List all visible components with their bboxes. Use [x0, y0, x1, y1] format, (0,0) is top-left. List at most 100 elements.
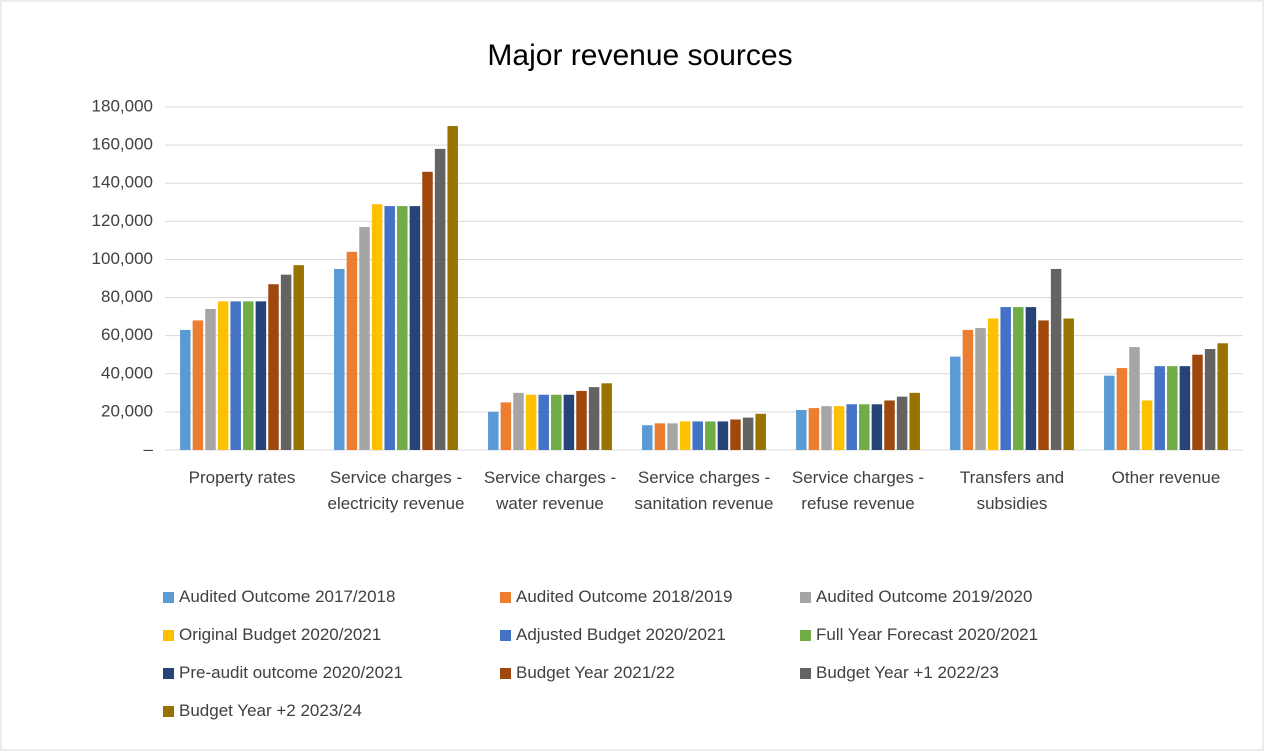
legend-item: Adjusted Budget 2020/2021 — [500, 622, 800, 648]
bar — [397, 206, 408, 450]
y-tick-label: 180,000 — [92, 96, 153, 115]
bar — [654, 423, 666, 450]
legend-swatch — [500, 667, 511, 679]
bar — [1141, 400, 1153, 450]
y-tick-label: – — [144, 439, 154, 458]
legend: Audited Outcome 2017/2018 Audited Outcome… — [163, 584, 1130, 724]
bar — [755, 413, 766, 450]
legend-swatch — [163, 667, 174, 679]
bar — [513, 392, 524, 450]
bar — [538, 394, 549, 450]
bar — [717, 421, 729, 450]
bar — [1063, 318, 1074, 450]
legend-swatch — [500, 629, 511, 641]
legend-label: Audited Outcome 2019/2020 — [816, 587, 1033, 606]
bar — [859, 404, 870, 450]
legend-label: Budget Year +2 2023/24 — [179, 701, 362, 720]
y-tick-label: 60,000 — [101, 325, 153, 344]
bar — [334, 268, 345, 450]
legend-swatch — [800, 591, 811, 603]
bar — [192, 320, 204, 450]
bar — [1154, 366, 1165, 450]
x-tick-label: Transfers and subsidies — [959, 468, 1065, 513]
legend-item: Audited Outcome 2017/2018 — [163, 584, 500, 610]
legend-label: Audited Outcome 2018/2019 — [516, 587, 733, 606]
bar — [588, 387, 600, 450]
legend-item: Budget Year +1 2022/23 — [800, 660, 1130, 686]
bar — [180, 329, 191, 450]
x-tick-label: Service charges - electricity revenue — [327, 468, 465, 513]
legend-item: Budget Year +2 2023/24 — [163, 698, 500, 724]
y-tick-label: 100,000 — [92, 249, 153, 268]
bar — [447, 126, 458, 451]
bar — [230, 301, 241, 450]
bar — [896, 396, 908, 450]
legend-swatch — [163, 591, 174, 603]
bar — [871, 404, 883, 450]
x-tick-label: Other revenue — [1111, 468, 1221, 487]
bar — [601, 383, 612, 450]
bar — [434, 148, 446, 450]
x-tick-label: Service charges - refuse revenue — [791, 468, 925, 513]
bar — [384, 206, 395, 450]
bar — [987, 318, 999, 450]
bar — [884, 400, 895, 450]
bar — [1116, 368, 1128, 450]
bar — [846, 404, 857, 450]
bar — [1167, 366, 1178, 450]
y-tick-label: 160,000 — [92, 135, 153, 154]
bar — [821, 406, 832, 450]
legend-item: Pre-audit outcome 2020/2021 — [163, 660, 500, 686]
bar — [642, 425, 653, 450]
legend-label: Audited Outcome 2017/2018 — [179, 587, 396, 606]
bar — [217, 301, 229, 450]
bar — [1104, 375, 1115, 450]
legend-swatch — [800, 667, 811, 679]
bar — [742, 417, 754, 450]
bar — [1192, 354, 1203, 450]
y-tick-label: 80,000 — [101, 287, 153, 306]
bar — [422, 171, 433, 451]
bar — [808, 408, 820, 450]
bar — [962, 329, 974, 450]
bar — [346, 251, 358, 450]
legend-label: Pre-audit outcome 2020/2021 — [179, 663, 403, 682]
bar — [268, 284, 279, 450]
bar — [692, 421, 703, 450]
y-tick-label: 40,000 — [101, 363, 153, 382]
bar — [488, 411, 499, 450]
bar — [280, 274, 292, 450]
legend-swatch — [163, 705, 174, 717]
x-tick-label: Service charges - water revenue — [483, 468, 617, 513]
legend-item: Audited Outcome 2018/2019 — [500, 584, 800, 610]
bar — [705, 421, 716, 450]
bar — [409, 206, 421, 450]
legend-label: Budget Year +1 2022/23 — [816, 663, 999, 682]
bar — [975, 328, 986, 450]
bar — [563, 394, 575, 450]
legend-item: Budget Year 2021/22 — [500, 660, 800, 686]
legend-label: Budget Year 2021/22 — [516, 663, 675, 682]
bar — [1025, 307, 1037, 450]
x-tick-label: Property rates — [188, 468, 296, 487]
bar — [730, 419, 741, 450]
y-tick-label: 20,000 — [101, 401, 153, 420]
bar — [359, 227, 370, 450]
legend-label: Original Budget 2020/2021 — [179, 625, 382, 644]
bar — [1000, 307, 1011, 450]
legend-item: Audited Outcome 2019/2020 — [800, 584, 1130, 610]
bar — [833, 406, 845, 450]
bar — [1217, 343, 1228, 450]
bar — [371, 204, 383, 450]
bar — [1038, 320, 1049, 450]
legend-label: Adjusted Budget 2020/2021 — [516, 625, 726, 644]
chart-title: Major revenue sources — [487, 39, 792, 72]
bar — [255, 301, 267, 450]
bar — [500, 402, 512, 450]
bar — [667, 423, 678, 450]
bar — [1204, 349, 1216, 450]
bar — [1129, 347, 1140, 450]
bar — [525, 394, 537, 450]
